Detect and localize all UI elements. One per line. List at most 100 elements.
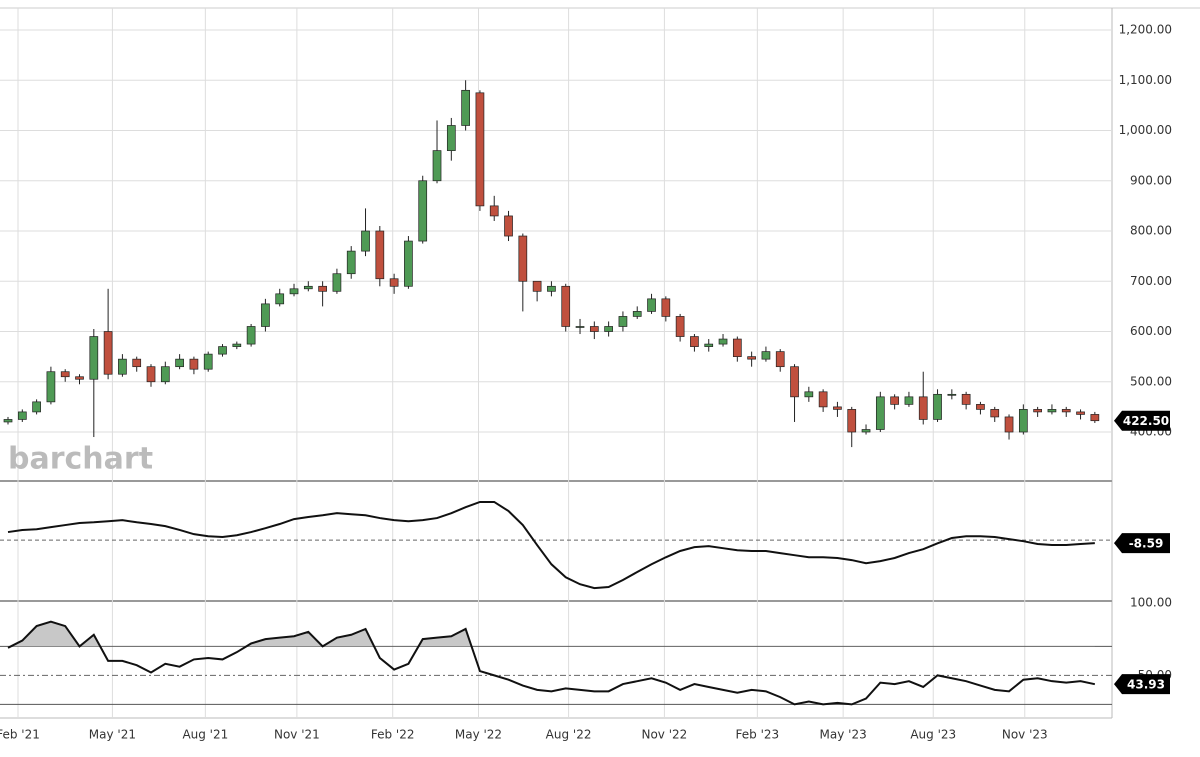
candle-body	[1047, 409, 1057, 413]
candle-body	[289, 288, 299, 295]
y-tick-label: 500.00	[1130, 374, 1172, 388]
x-tick-label: May '22	[455, 728, 502, 742]
candle-body	[647, 298, 656, 312]
candle-body	[246, 326, 256, 345]
candle-body	[32, 401, 41, 413]
y-tick-label: 900.00	[1130, 173, 1172, 187]
candle-body	[160, 366, 170, 383]
candle-body	[275, 293, 285, 305]
candle-body	[1090, 414, 1100, 422]
candle-body	[618, 316, 628, 327]
x-tick-label: Aug '23	[910, 728, 956, 742]
candle-body	[775, 351, 785, 368]
candle-body	[818, 391, 828, 408]
candle-body	[561, 285, 571, 327]
candle-body	[804, 391, 814, 398]
value-tag-label: 43.93	[1127, 678, 1165, 692]
candle-body	[589, 326, 599, 332]
y-tick-label: 800.00	[1130, 224, 1172, 238]
candle-body	[833, 406, 842, 410]
candle-body	[675, 316, 685, 337]
y-tick-label: 1,200.00	[1119, 23, 1172, 37]
candle-body	[990, 409, 1000, 418]
x-tick-label: May '23	[820, 728, 867, 742]
x-tick-label: May '21	[89, 728, 136, 742]
candle-body	[75, 376, 84, 380]
candle-body	[532, 280, 542, 292]
candle-body	[918, 396, 928, 420]
candle-body	[1004, 416, 1014, 433]
value-tag-label: 422.50	[1123, 414, 1169, 428]
y-tick-label: 600.00	[1130, 324, 1172, 338]
candle-body	[632, 311, 642, 317]
candle-body	[761, 351, 771, 360]
x-tick-label: Aug '21	[182, 728, 228, 742]
value-tag	[1114, 410, 1170, 431]
candle-body	[890, 396, 899, 405]
candle-body	[432, 150, 442, 182]
candle-body	[203, 353, 213, 370]
candle-body	[332, 273, 342, 292]
candle-body	[418, 180, 428, 242]
candle-body	[318, 285, 327, 292]
x-tick-label: Feb '23	[736, 728, 780, 742]
candle-body	[747, 356, 756, 360]
candle-body	[947, 393, 957, 396]
y-tick-label: 1,000.00	[1119, 123, 1172, 137]
watermark: barchart	[8, 442, 153, 477]
candle-body	[146, 366, 156, 383]
candle-body	[704, 343, 714, 347]
candle-body	[790, 366, 799, 398]
x-tick-label: Nov '23	[1002, 728, 1048, 742]
candle-body	[847, 409, 857, 433]
x-tick-label: Nov '21	[274, 728, 320, 742]
candle-body	[732, 338, 742, 357]
candle-body	[1061, 409, 1071, 413]
plot: Feb '21 May '21 Aug '21 Nov '21 Feb '22 May '…	[0, 8, 1172, 742]
candle-body	[861, 429, 871, 433]
value-tag	[1114, 533, 1170, 554]
candle-body	[475, 92, 485, 207]
candle-body	[933, 393, 942, 420]
x-tick-label: Aug '22	[546, 728, 592, 742]
candle-body	[375, 230, 385, 280]
x-tick-label: Feb '22	[371, 728, 415, 742]
candle-body	[1033, 409, 1042, 413]
candle-body	[718, 338, 728, 345]
candle-body	[189, 358, 199, 370]
candle-body	[961, 393, 971, 405]
candle-body	[132, 358, 142, 368]
candle-body	[518, 235, 528, 282]
candle-body	[547, 285, 556, 292]
candle-body	[17, 411, 27, 420]
y-tick-label: 700.00	[1130, 274, 1172, 288]
oscillator-line	[7, 500, 1095, 590]
candle-body	[976, 404, 985, 410]
candle-body	[261, 303, 270, 327]
candle-body	[3, 419, 13, 423]
candle-body	[361, 230, 370, 252]
candle-body	[1076, 411, 1085, 415]
oscillator-line	[7, 620, 1096, 706]
candle-body	[60, 371, 70, 378]
candle-body	[661, 298, 671, 317]
candle-body	[103, 331, 113, 375]
candle-body	[404, 240, 413, 287]
overbought-area	[10, 621, 472, 647]
candle-body	[89, 336, 99, 380]
candle-body	[218, 346, 227, 355]
candle-body	[489, 205, 499, 217]
candle-body	[46, 371, 56, 403]
value-tag-label: -8.59	[1129, 537, 1164, 551]
candle-body	[118, 358, 127, 375]
value-tag	[1114, 674, 1170, 695]
candle-body	[303, 285, 313, 290]
x-tick-label: Nov '22	[641, 728, 687, 742]
candle-body	[604, 326, 613, 332]
candle-body	[446, 125, 456, 151]
candle-body	[504, 215, 513, 237]
candle-body	[346, 250, 356, 275]
candle-body	[690, 336, 699, 347]
candle-body	[175, 358, 184, 368]
